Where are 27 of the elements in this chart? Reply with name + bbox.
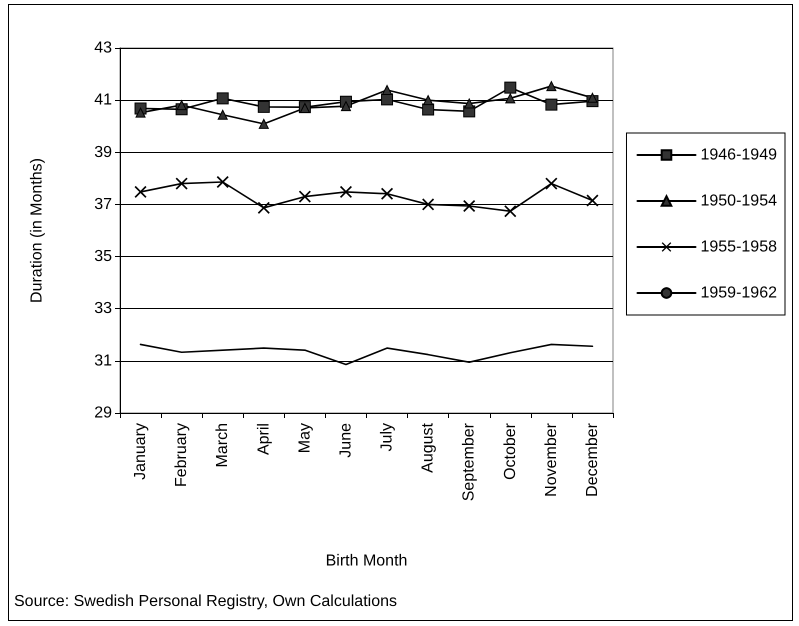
y-tick-label: 29 <box>94 404 112 422</box>
legend-label: 1955-1958 <box>700 238 778 256</box>
x-tick-label: October <box>502 422 519 480</box>
x-tick-label: August <box>420 422 437 473</box>
x-tick-label: May <box>296 423 314 454</box>
legend-label: 1946-1949 <box>700 146 778 164</box>
y-tick-label: 39 <box>94 144 112 161</box>
y-tick-label: 33 <box>94 300 112 318</box>
y-tick-label: 43 <box>94 40 112 56</box>
x-tick-label: September <box>460 422 478 502</box>
legend-label: 1950-1954 <box>700 192 778 210</box>
y-tick-label: 37 <box>94 196 112 213</box>
x-tick-label: November <box>542 422 560 497</box>
y-tick-label: 35 <box>94 248 112 266</box>
y-axis-title: Duration (in Months) <box>28 158 46 303</box>
x-tick-label: December <box>584 422 601 497</box>
x-tick-label: July <box>378 423 396 452</box>
legend-label: 1959-1962 <box>700 284 778 302</box>
y-tick-label: 31 <box>94 352 112 370</box>
x-tick-label: March <box>214 423 232 468</box>
x-tick-label: April <box>255 423 272 456</box>
source-note: Source: Swedish Personal Registry, Own Calculations <box>14 593 397 611</box>
x-tick-label: February <box>173 423 190 488</box>
x-tick-label: June <box>337 422 354 458</box>
x-axis-title: Birth Month <box>326 552 408 570</box>
x-tick-label: January <box>132 423 150 480</box>
y-tick-label: 41 <box>94 92 112 109</box>
